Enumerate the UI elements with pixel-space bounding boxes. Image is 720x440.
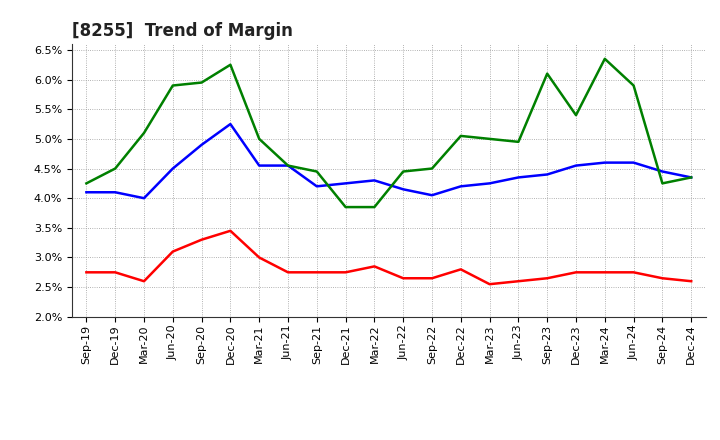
Operating Cashflow <box>168 83 177 88</box>
Operating Cashflow <box>284 163 292 168</box>
Net Income <box>168 249 177 254</box>
Net Income <box>255 255 264 260</box>
Net Income <box>456 267 465 272</box>
Operating Cashflow <box>370 205 379 210</box>
Ordinary Income <box>197 142 206 147</box>
Operating Cashflow <box>485 136 494 142</box>
Net Income <box>658 275 667 281</box>
Operating Cashflow <box>197 80 206 85</box>
Net Income <box>312 270 321 275</box>
Operating Cashflow <box>341 205 350 210</box>
Operating Cashflow <box>312 169 321 174</box>
Ordinary Income <box>543 172 552 177</box>
Operating Cashflow <box>456 133 465 139</box>
Ordinary Income <box>687 175 696 180</box>
Ordinary Income <box>514 175 523 180</box>
Text: [8255]  Trend of Margin: [8255] Trend of Margin <box>72 22 293 40</box>
Operating Cashflow <box>600 56 609 62</box>
Line: Ordinary Income: Ordinary Income <box>86 124 691 198</box>
Operating Cashflow <box>111 166 120 171</box>
Ordinary Income <box>600 160 609 165</box>
Ordinary Income <box>82 190 91 195</box>
Ordinary Income <box>284 163 292 168</box>
Ordinary Income <box>312 183 321 189</box>
Operating Cashflow <box>82 181 91 186</box>
Line: Net Income: Net Income <box>86 231 691 284</box>
Ordinary Income <box>629 160 638 165</box>
Ordinary Income <box>140 195 148 201</box>
Net Income <box>140 279 148 284</box>
Net Income <box>370 264 379 269</box>
Net Income <box>428 275 436 281</box>
Net Income <box>600 270 609 275</box>
Net Income <box>514 279 523 284</box>
Operating Cashflow <box>572 113 580 118</box>
Net Income <box>572 270 580 275</box>
Ordinary Income <box>485 181 494 186</box>
Ordinary Income <box>428 193 436 198</box>
Ordinary Income <box>572 163 580 168</box>
Net Income <box>399 275 408 281</box>
Operating Cashflow <box>687 175 696 180</box>
Ordinary Income <box>370 178 379 183</box>
Operating Cashflow <box>629 83 638 88</box>
Net Income <box>197 237 206 242</box>
Ordinary Income <box>341 181 350 186</box>
Ordinary Income <box>456 183 465 189</box>
Net Income <box>226 228 235 234</box>
Operating Cashflow <box>226 62 235 67</box>
Ordinary Income <box>658 169 667 174</box>
Ordinary Income <box>226 121 235 127</box>
Ordinary Income <box>168 166 177 171</box>
Net Income <box>341 270 350 275</box>
Operating Cashflow <box>255 136 264 142</box>
Operating Cashflow <box>514 139 523 144</box>
Net Income <box>485 282 494 287</box>
Operating Cashflow <box>428 166 436 171</box>
Operating Cashflow <box>140 130 148 136</box>
Line: Operating Cashflow: Operating Cashflow <box>86 59 691 207</box>
Net Income <box>284 270 292 275</box>
Ordinary Income <box>399 187 408 192</box>
Net Income <box>629 270 638 275</box>
Net Income <box>687 279 696 284</box>
Ordinary Income <box>111 190 120 195</box>
Operating Cashflow <box>399 169 408 174</box>
Ordinary Income <box>255 163 264 168</box>
Operating Cashflow <box>543 71 552 76</box>
Net Income <box>111 270 120 275</box>
Operating Cashflow <box>658 181 667 186</box>
Net Income <box>82 270 91 275</box>
Net Income <box>543 275 552 281</box>
